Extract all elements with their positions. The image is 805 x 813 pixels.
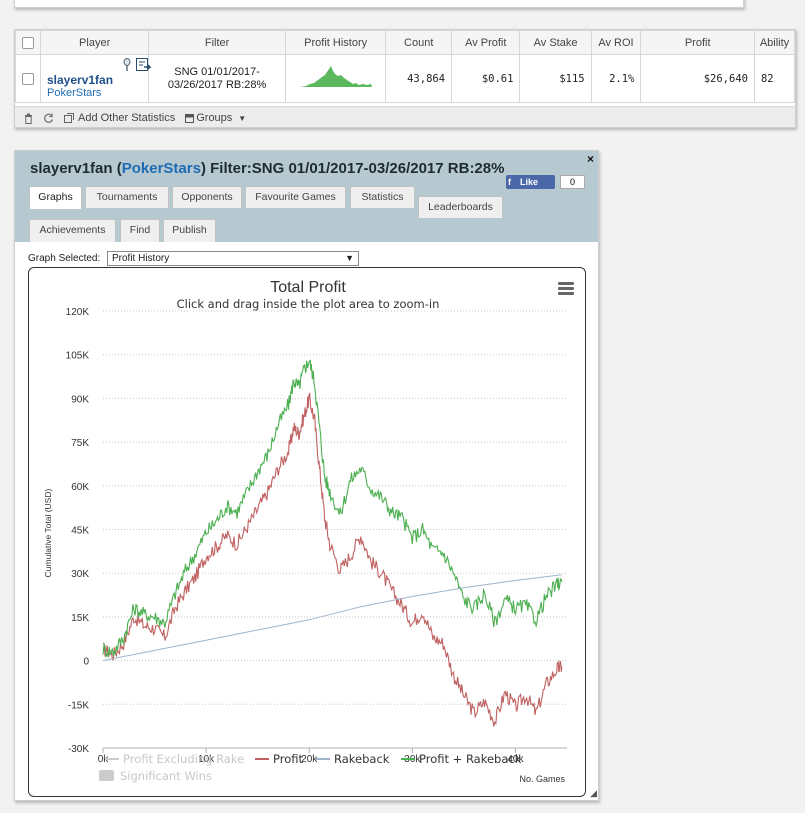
tab-leaderboards[interactable]: Leaderboards xyxy=(418,196,503,218)
series-line-rakeback xyxy=(102,574,562,662)
chevron-down-icon[interactable]: ▼ xyxy=(238,113,247,123)
legend-item[interactable]: Rakeback xyxy=(334,752,390,766)
y-axis-label: Cumulative Total (USD) xyxy=(43,489,53,578)
tab-opponents[interactable]: Opponents xyxy=(172,186,242,208)
legend-swatch[interactable] xyxy=(99,770,114,781)
av-profit-cell: $0.61 xyxy=(451,54,521,103)
y-tick-label: 15K xyxy=(71,613,89,624)
tab-statistics[interactable]: Statistics xyxy=(350,186,415,208)
tab-graphs[interactable]: Graphs xyxy=(29,186,82,209)
y-tick-label: 30K xyxy=(71,569,89,580)
legend-item[interactable]: Significant Wins xyxy=(120,769,212,783)
count-cell: 43,864 xyxy=(385,54,453,103)
y-tick-label: 0 xyxy=(83,657,89,668)
x-axis-label: No. Games xyxy=(519,774,565,784)
y-tick-label: -15K xyxy=(68,700,89,711)
player-site-link[interactable]: PokerStars xyxy=(47,86,102,99)
series-line-profit-rakeback xyxy=(102,359,563,659)
chart-menu-icon[interactable] xyxy=(558,282,574,295)
dropdown-arrow-icon: ▼ xyxy=(345,253,354,263)
stats-grid: Player Filter Profit History Count Av Pr… xyxy=(15,30,795,103)
groups-icon[interactable] xyxy=(185,113,195,123)
av-roi-cell: 2.1% xyxy=(590,54,642,103)
chart-subtitle: Click and drag inside the plot area to z… xyxy=(177,297,440,311)
sparkline-chart xyxy=(299,66,372,87)
graph-select-dropdown[interactable]: Profit History ▼ xyxy=(107,251,359,266)
x-tick-label: 0k xyxy=(98,754,110,765)
graph-selected-label: Graph Selected: xyxy=(28,253,101,264)
col-header-profit-history[interactable]: Profit History xyxy=(284,30,387,55)
x-tick-label: 40k xyxy=(507,754,524,765)
tab-achievements[interactable]: Achievements xyxy=(29,219,116,242)
header-row: Player Filter Profit History Count Av Pr… xyxy=(15,30,795,55)
profit-cell: $26,640 xyxy=(640,54,755,103)
legend-item[interactable]: Profit xyxy=(273,752,303,766)
y-tick-label: 60K xyxy=(71,482,89,493)
pin-icon[interactable] xyxy=(123,58,131,72)
facebook-like-button[interactable]: f Like xyxy=(506,175,555,189)
col-header-profit[interactable]: Profit xyxy=(640,30,755,55)
player-detail-panel: slayerv1fan (PokerStars) Filter:SNG 01/0… xyxy=(14,150,599,801)
total-profit-chart[interactable]: Total Profit Click and drag inside the p… xyxy=(28,267,586,797)
y-tick-label: 45K xyxy=(71,526,89,537)
legend-item[interactable]: Profit + Rakeback xyxy=(419,752,522,766)
select-all-cell xyxy=(15,30,41,55)
panel-site-link[interactable]: PokerStars xyxy=(121,160,201,177)
trash-icon[interactable] xyxy=(24,113,33,124)
x-tick-label: 10k xyxy=(198,754,215,765)
tab-find[interactable]: Find xyxy=(120,219,160,242)
legend-item[interactable]: Profit Excluding Rake xyxy=(123,752,244,766)
chart-title: Total Profit xyxy=(270,279,346,296)
col-header-av-profit[interactable]: Av Profit xyxy=(451,30,521,55)
sparkline-area xyxy=(299,66,372,87)
previous-panel-edge xyxy=(14,0,744,8)
add-other-statistics-button[interactable]: Add Other Statistics xyxy=(78,112,176,124)
graph-select-value: Profit History xyxy=(112,253,170,264)
y-tick-label: 105K xyxy=(66,351,90,362)
col-header-ability[interactable]: Ability xyxy=(753,30,795,55)
table-row: slayerv1fan PokerStars SNG 01/01/2017-03… xyxy=(15,54,795,103)
facebook-like-count: 0 xyxy=(560,175,585,189)
x-tick-label: 20k xyxy=(301,754,318,765)
close-icon[interactable]: × xyxy=(586,152,594,166)
row-checkbox[interactable] xyxy=(22,72,34,85)
groups-dropdown[interactable]: Groups xyxy=(196,112,233,124)
panel-player-name: slayerv1fan xyxy=(30,160,113,177)
resize-handle-icon[interactable]: ◢ xyxy=(590,788,597,798)
facebook-like-label: Like xyxy=(520,177,539,187)
col-header-player[interactable]: Player xyxy=(39,30,150,55)
row-select-cell xyxy=(15,54,41,103)
panel-title: slayerv1fan (PokerStars) Filter:SNG 01/0… xyxy=(30,160,505,177)
tab-publish[interactable]: Publish xyxy=(163,219,216,242)
ability-cell: 82 xyxy=(753,54,795,103)
y-tick-label: 75K xyxy=(71,438,89,449)
facebook-icon: f xyxy=(508,177,511,187)
chart-svg[interactable]: Total Profit Click and drag inside the p… xyxy=(29,268,586,797)
col-header-count[interactable]: Count xyxy=(385,30,453,55)
tab-favourite-games[interactable]: Favourite Games xyxy=(245,186,346,208)
y-tick-label: 120K xyxy=(66,307,90,318)
col-header-av-roi[interactable]: Av ROI xyxy=(590,30,642,55)
refresh-icon[interactable] xyxy=(43,113,54,124)
series-line-profit xyxy=(102,392,563,727)
av-stake-cell: $115 xyxy=(519,54,592,103)
tab-tournaments[interactable]: Tournaments xyxy=(85,186,169,208)
col-header-filter[interactable]: Filter xyxy=(148,30,286,55)
col-header-av-stake[interactable]: Av Stake xyxy=(519,30,592,55)
player-stats-table: Player Filter Profit History Count Av Pr… xyxy=(14,29,796,128)
select-all-checkbox[interactable] xyxy=(22,36,34,49)
open-panel-icon[interactable] xyxy=(136,58,152,72)
player-cell: slayerv1fan PokerStars xyxy=(39,54,152,103)
table-footer: Add Other Statistics Groups ▼ xyxy=(15,106,795,127)
player-name-link[interactable]: slayerv1fan xyxy=(47,72,114,87)
filter-cell: SNG 01/01/2017-03/26/2017 RB:28% xyxy=(148,54,286,103)
panel-filter: Filter:SNG 01/01/2017-03/26/2017 RB:28% xyxy=(210,160,505,177)
profit-history-cell xyxy=(284,54,387,103)
y-tick-label: 90K xyxy=(71,394,89,405)
add-stats-icon[interactable] xyxy=(64,113,74,123)
y-tick-label: -30K xyxy=(68,744,89,755)
